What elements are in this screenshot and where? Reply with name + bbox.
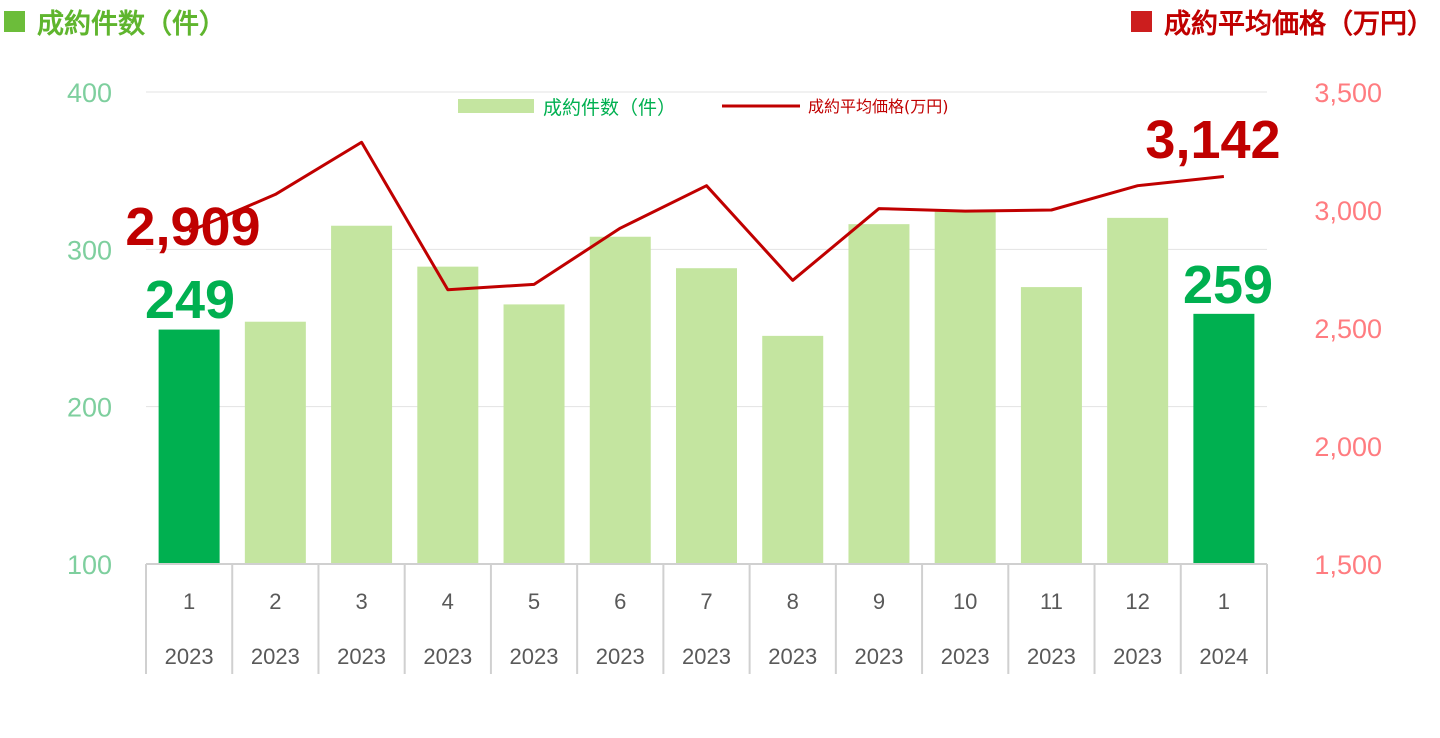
right-tick-label: 2,000 <box>1314 432 1382 462</box>
left-axis-title: 成約件数（件） <box>4 2 226 41</box>
price-line <box>188 140 1225 292</box>
year-tick-label: 2023 <box>941 644 990 669</box>
month-tick-label: 1 <box>1218 589 1230 614</box>
left-axis-title-text: 成約件数（件） <box>37 9 226 40</box>
bar <box>1020 287 1082 564</box>
line-series <box>188 140 1225 292</box>
month-tick-label: 12 <box>1125 589 1149 614</box>
bar <box>417 266 479 564</box>
year-tick-label: 2023 <box>423 644 472 669</box>
bar <box>1193 313 1255 564</box>
left-tick-label: 400 <box>67 78 112 108</box>
month-tick-label: 3 <box>355 589 367 614</box>
left-tick-label: 100 <box>67 550 112 580</box>
price-value-callout: 3,142 <box>1145 110 1280 170</box>
month-tick-label: 10 <box>953 589 977 614</box>
legend-bar-label: 成約件数（件） <box>543 97 676 119</box>
legend-bar-swatch <box>458 99 534 113</box>
bar <box>589 236 651 564</box>
bar <box>762 335 824 564</box>
year-tick-label: 2023 <box>510 644 559 669</box>
month-tick-label: 8 <box>787 589 799 614</box>
square-icon <box>4 11 25 32</box>
month-tick-label: 4 <box>442 589 454 614</box>
month-tick-label: 11 <box>1040 589 1063 614</box>
bar-series <box>158 211 1255 564</box>
year-tick-label: 2023 <box>1027 644 1076 669</box>
right-tick-label: 3,500 <box>1314 78 1382 108</box>
right-axis-title-text: 成約平均価格（万円） <box>1164 9 1434 40</box>
month-tick-label: 7 <box>700 589 712 614</box>
square-icon <box>1131 11 1152 32</box>
year-tick-label: 2023 <box>854 644 903 669</box>
right-axis-title: 成約平均価格（万円） <box>1131 2 1434 41</box>
year-tick-label: 2023 <box>596 644 645 669</box>
year-tick-label: 2023 <box>165 644 214 669</box>
year-tick-label: 2023 <box>1113 644 1162 669</box>
year-tick-label: 2024 <box>1199 644 1248 669</box>
month-tick-label: 6 <box>614 589 626 614</box>
price-value-callout: 2,909 <box>125 197 260 257</box>
legend-line-label: 成約平均価格(万円) <box>808 97 949 116</box>
bar <box>934 211 996 564</box>
bar <box>1107 217 1169 564</box>
right-tick-label: 1,500 <box>1314 550 1382 580</box>
year-tick-label: 2023 <box>682 644 731 669</box>
left-tick-label: 300 <box>67 235 112 265</box>
bar <box>158 329 220 564</box>
chart-legend: 成約件数（件） 成約平均価格(万円) <box>458 97 949 119</box>
bar-value-callout: 259 <box>1183 255 1273 315</box>
month-tick-label: 5 <box>528 589 540 614</box>
right-tick-label: 2,500 <box>1314 314 1382 344</box>
value-callouts: 249 259 2,909 3,142 <box>125 110 1280 330</box>
bar <box>503 304 565 564</box>
left-tick-label: 200 <box>67 393 112 423</box>
month-tick-label: 1 <box>183 589 195 614</box>
bar <box>331 225 393 564</box>
bar-value-callout: 249 <box>145 270 235 330</box>
right-tick-label: 3,000 <box>1314 196 1382 226</box>
year-tick-label: 2023 <box>251 644 300 669</box>
bar <box>244 321 306 564</box>
month-tick-label: 2 <box>269 589 281 614</box>
bar <box>676 268 737 564</box>
month-tick-label: 9 <box>873 589 885 614</box>
year-tick-label: 2023 <box>768 644 817 669</box>
year-tick-label: 2023 <box>337 644 386 669</box>
bar <box>848 224 910 564</box>
